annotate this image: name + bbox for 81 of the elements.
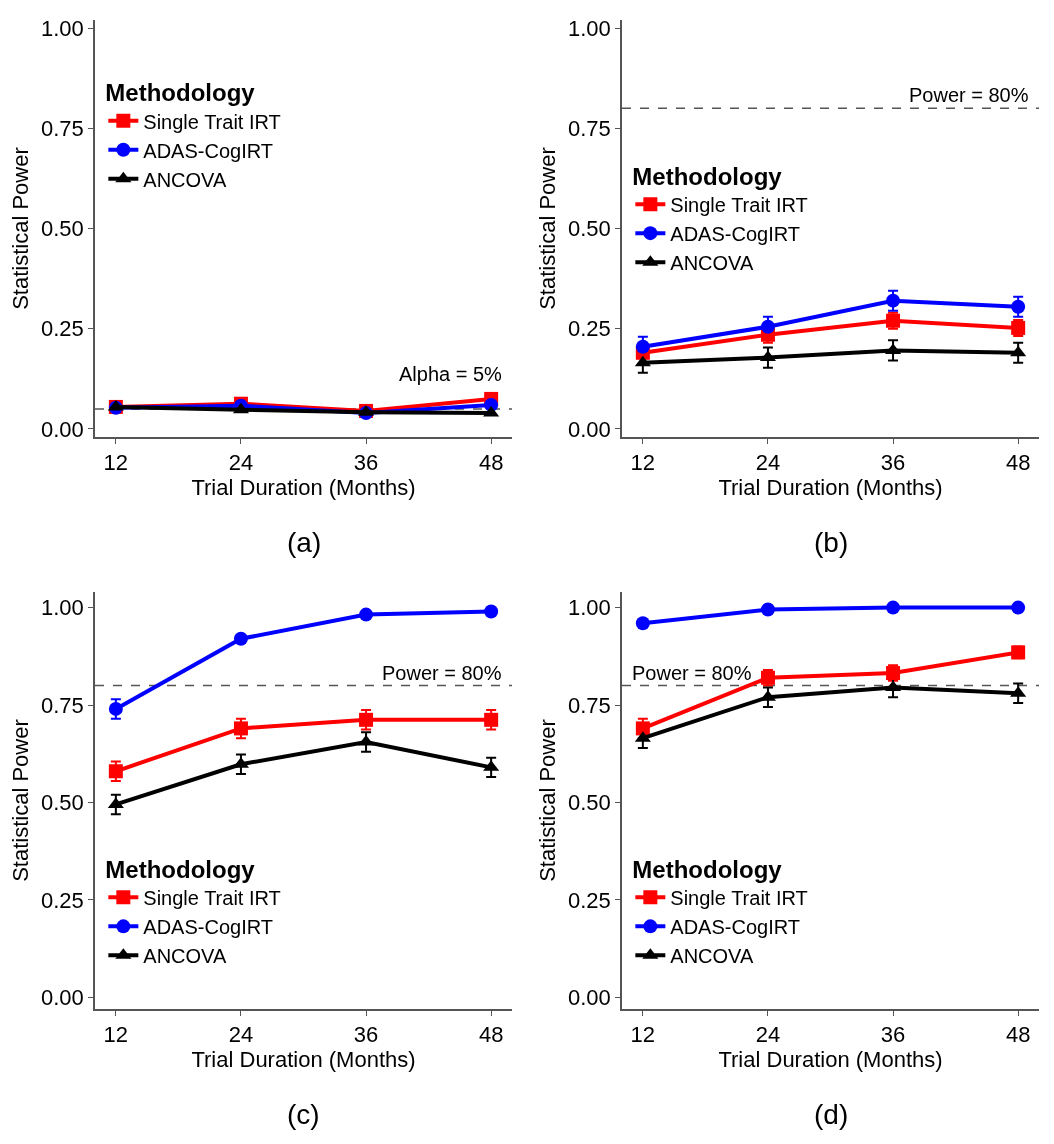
point	[359, 607, 374, 622]
point	[484, 712, 499, 727]
legend-title: Methodology	[105, 855, 256, 883]
y-tick-label: 0.00	[41, 985, 84, 1011]
y-tick-label: 0.00	[568, 985, 611, 1011]
legend-label: ANCOVA	[670, 251, 754, 274]
point	[359, 712, 374, 727]
x-tick-label: 24	[228, 450, 254, 476]
legend-label: ADAS-CogIRT	[670, 916, 801, 939]
x-axis-title: Trial Duration (Months)	[718, 475, 943, 501]
ref-line-label: Power = 80%	[909, 84, 1029, 106]
y-tick-label: 0.00	[568, 416, 611, 442]
y-tick-label: 0.25	[568, 316, 611, 342]
y-tick-label: 0.50	[568, 216, 611, 242]
x-tick-label: 12	[103, 450, 129, 476]
legend-label: ANCOVA	[143, 168, 227, 191]
y-tick-label: 1.00	[41, 15, 84, 41]
y-tick-label: 1.00	[568, 595, 611, 621]
point	[886, 600, 901, 615]
ref-line-label: Power = 80%	[632, 662, 752, 684]
x-tick-label: 36	[353, 450, 379, 476]
text: (b)	[814, 527, 849, 558]
point	[635, 721, 650, 736]
legend-label: ADAS-CogIRT	[670, 222, 801, 245]
point	[233, 721, 248, 736]
x-tick-label: 48	[478, 1022, 504, 1048]
legend-title: Methodology	[105, 79, 256, 107]
x-tick-label: 24	[228, 1022, 254, 1048]
y-tick-label: 0.50	[41, 790, 84, 816]
legend-label: Single Trait IRT	[670, 887, 808, 910]
legend-label: ADAS-CogIRT	[143, 139, 274, 162]
x-axis-title: Trial Duration (Months)	[191, 475, 416, 501]
x-tick-label: 36	[353, 1022, 379, 1048]
y-tick-label: 0.75	[568, 115, 611, 141]
y-tick-label: 0.75	[568, 692, 611, 718]
text: (a)	[287, 527, 322, 558]
x-axis-title: Trial Duration (Months)	[191, 1047, 416, 1073]
x-tick-label: 12	[630, 450, 656, 476]
x-tick-label: 48	[1005, 450, 1031, 476]
legend-title: Methodology	[632, 855, 783, 883]
legend-label: Single Trait IRT	[143, 110, 281, 133]
y-tick-label: 1.00	[568, 15, 611, 41]
text: (d)	[814, 1099, 849, 1130]
x-tick-label: 24	[755, 1022, 781, 1048]
text: (c)	[287, 1099, 320, 1130]
y-tick-label: 0.25	[568, 887, 611, 913]
y-tick-label: 0.25	[41, 887, 84, 913]
y-axis-title: Statistical Power	[8, 147, 34, 310]
x-tick-label: 36	[880, 1022, 906, 1048]
y-tick-label: 0.50	[41, 216, 84, 242]
x-tick-label: 12	[103, 1022, 129, 1048]
point	[233, 631, 248, 646]
ref-line-label: Power = 80%	[382, 662, 502, 684]
y-tick-label: 0.50	[568, 790, 611, 816]
y-tick-label: 0.00	[41, 416, 84, 442]
legend-label: ADAS-CogIRT	[143, 916, 274, 939]
x-axis-title: Trial Duration (Months)	[718, 1047, 943, 1073]
point	[760, 602, 775, 617]
x-tick-label: 24	[755, 450, 781, 476]
point	[635, 616, 650, 631]
y-tick-label: 0.75	[41, 692, 84, 718]
x-tick-label: 12	[630, 1022, 656, 1048]
point	[108, 764, 123, 779]
y-tick-label: 0.75	[41, 115, 84, 141]
point	[108, 701, 123, 716]
x-tick-label: 48	[1005, 1022, 1031, 1048]
point	[1011, 600, 1026, 615]
y-axis-title: Statistical Power	[8, 719, 34, 882]
point	[484, 604, 499, 619]
y-tick-label: 0.25	[41, 316, 84, 342]
x-tick-label: 36	[880, 450, 906, 476]
y-axis-title: Statistical Power	[535, 719, 561, 882]
ref-line-label: Alpha = 5%	[399, 363, 503, 385]
legend-label: Single Trait IRT	[670, 193, 808, 216]
legend-label: Single Trait IRT	[143, 887, 281, 910]
y-tick-label: 1.00	[41, 595, 84, 621]
legend-title: Methodology	[632, 162, 783, 190]
y-axis-title: Statistical Power	[535, 147, 561, 310]
legend-label: ANCOVA	[670, 945, 754, 968]
x-tick-label: 48	[478, 450, 504, 476]
legend-label: ANCOVA	[143, 945, 227, 968]
